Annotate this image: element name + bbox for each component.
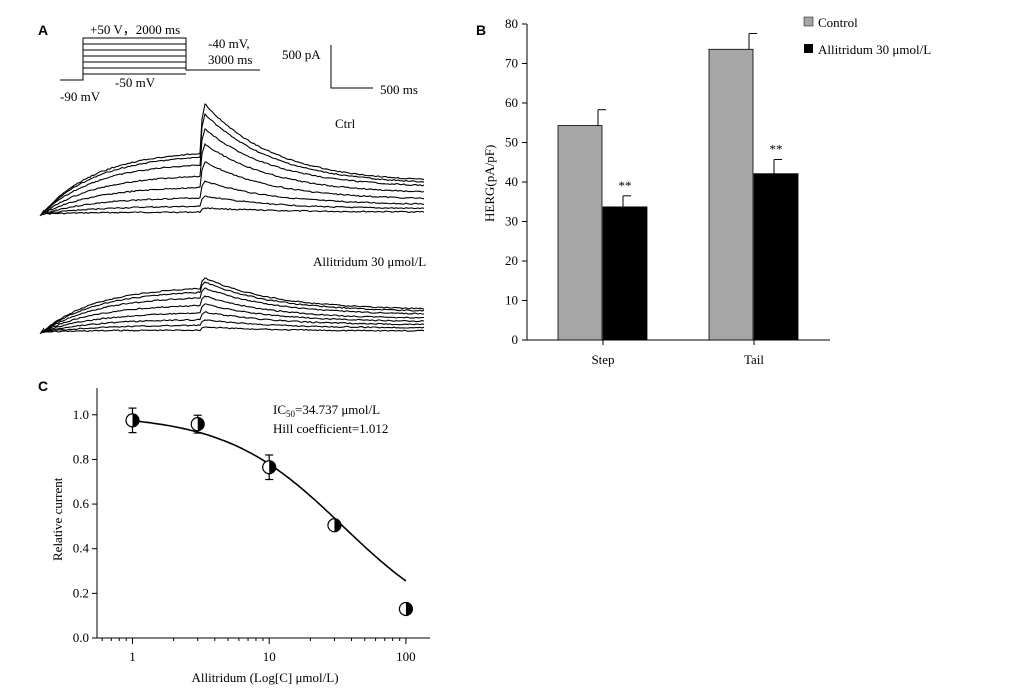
ctrl-current-traces — [39, 103, 425, 217]
current-trace — [41, 128, 425, 217]
current-trace — [41, 161, 425, 215]
capacitive-artifact — [39, 327, 45, 335]
legend-swatch-control — [803, 16, 814, 27]
dose-y-tick-label: 0.4 — [73, 541, 90, 556]
current-trace — [41, 103, 425, 215]
bar — [708, 48, 754, 341]
bar-x-tick-label: Step — [591, 352, 614, 367]
dose-y-tick-label: 0.6 — [73, 496, 90, 511]
current-trace — [41, 142, 425, 214]
current-trace — [41, 207, 425, 216]
voltage-protocol — [60, 37, 260, 81]
data-point-half-fill — [334, 518, 341, 532]
bar-y-tick-label: 0 — [512, 332, 519, 347]
bar-chart-y-axis-label: HERG(pA/pF) — [482, 145, 497, 222]
protocol-hold-label: -90 mV — [60, 89, 101, 104]
scale-bar — [330, 45, 373, 89]
current-trace — [41, 295, 424, 333]
bar — [557, 125, 603, 341]
dose-y-tick-label: 1.0 — [73, 407, 89, 422]
data-point-half-fill — [405, 602, 413, 616]
ctrl-label: Ctrl — [335, 116, 356, 131]
capacitive-artifact — [39, 209, 45, 217]
protocol-step-low-label: -50 mV — [115, 75, 156, 90]
legend-label-control: Control — [818, 15, 858, 30]
bar-y-tick-label: 20 — [505, 253, 518, 268]
ic50-annotation: IC50=34.737 μmol/L — [273, 402, 380, 419]
data-point-half-fill — [132, 413, 139, 427]
hill-fit-curve — [132, 420, 407, 582]
bar-y-tick-label: 50 — [505, 135, 518, 150]
data-point-half-fill — [197, 417, 205, 431]
protocol-step-label: +50 V，2000 ms — [90, 22, 180, 37]
protocol-tail-label-1: -40 mV, — [208, 36, 250, 51]
current-trace — [41, 287, 424, 334]
panel-a-traces: +50 V，2000 ms -40 mV, 3000 ms -50 mV -90… — [39, 22, 426, 335]
current-trace — [41, 277, 425, 334]
dose-y-tick-label: 0.2 — [73, 585, 89, 600]
dose-x-tick-label: 100 — [396, 649, 416, 664]
current-trace — [41, 281, 425, 334]
panel-c-dose-response: 0.0 0.2 0.4 0.6 0.8 1.0 1 10 100 Relative curren… — [50, 388, 430, 685]
significance-marker: ** — [619, 178, 632, 193]
drug-label: Allitridum 30 μmol/L — [313, 254, 426, 269]
current-trace — [41, 319, 425, 333]
drug-current-traces — [39, 277, 425, 335]
bar-y-tick-label: 40 — [505, 174, 518, 189]
bar-y-tick-label: 80 — [505, 16, 518, 31]
bar-x-tick-label: Tail — [744, 352, 764, 367]
bar-chart-marks: ** ** — [557, 32, 799, 341]
current-trace — [41, 180, 425, 216]
dose-y-tick-label: 0.0 — [73, 630, 89, 645]
panel-letter-b: B — [476, 22, 487, 38]
current-trace — [41, 195, 425, 215]
dose-response-y-axis-label: Relative current — [50, 477, 65, 561]
protocol-tail-label-2: 3000 ms — [208, 52, 252, 67]
dose-response-x-axis-label: Allitridum (Log[C] μmol/L) — [191, 670, 338, 685]
bar — [602, 206, 648, 341]
dose-x-tick-label: 1 — [129, 649, 136, 664]
current-trace — [41, 303, 425, 334]
bar-y-tick-label: 10 — [505, 293, 518, 308]
bar-y-tick-label: 30 — [505, 214, 518, 229]
scale-bar-current-label: 500 pA — [282, 47, 321, 62]
legend-swatch-allitridum — [804, 44, 813, 53]
current-trace — [41, 112, 425, 216]
bar-chart-axes: 0 10 20 30 40 50 60 70 80 Step Tail — [505, 16, 830, 367]
legend-label-allitridum: Allitridum 30 μmol/L — [818, 42, 931, 57]
scale-bar-time-label: 500 ms — [380, 82, 418, 97]
significance-marker: ** — [770, 141, 783, 156]
bar-y-tick-label: 60 — [505, 95, 518, 110]
bar-y-tick-label: 70 — [505, 56, 518, 71]
hill-coefficient-annotation: Hill coefficient=1.012 — [273, 421, 388, 436]
panel-letter-a: A — [38, 22, 49, 38]
dose-response-marks — [125, 407, 414, 617]
bar — [753, 173, 799, 341]
dose-y-tick-label: 0.8 — [73, 451, 89, 466]
dose-response-axes: 0.0 0.2 0.4 0.6 0.8 1.0 1 10 100 — [73, 388, 430, 664]
panel-letter-c: C — [38, 378, 49, 394]
data-point-half-fill — [269, 460, 276, 474]
current-trace — [41, 311, 425, 333]
bar-chart-legend: Control Allitridum 30 μmol/L — [803, 15, 931, 57]
dose-x-tick-label: 10 — [263, 649, 276, 664]
current-trace — [41, 326, 425, 334]
panel-b-bar-chart: 0 10 20 30 40 50 60 70 80 Step Tail ** ** HERG(pA/p… — [482, 15, 931, 367]
